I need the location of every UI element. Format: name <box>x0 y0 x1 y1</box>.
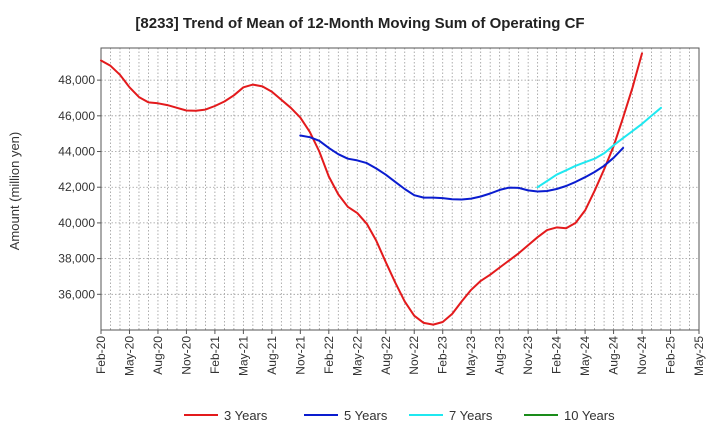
x-tick-label: Aug-22 <box>379 336 393 375</box>
legend-label: 7 Years <box>449 408 493 423</box>
x-tick-label: Nov-23 <box>521 336 535 375</box>
x-tick-label: Aug-21 <box>265 336 279 375</box>
y-tick-label: 44,000 <box>58 145 95 159</box>
x-tick-label: Aug-23 <box>493 336 507 375</box>
y-tick-label: 46,000 <box>58 109 95 123</box>
plot-frame <box>100 47 700 331</box>
x-tick-label: Aug-24 <box>607 336 621 375</box>
x-tick-label: May-24 <box>578 336 592 376</box>
series-line-5-years <box>299 134 625 201</box>
x-tick-label: Aug-20 <box>151 336 165 375</box>
y-axis-label: Amount (million yen) <box>7 132 22 251</box>
x-tick-label: Nov-24 <box>635 336 649 375</box>
x-tick-label: Feb-25 <box>664 336 678 374</box>
grid-lines <box>101 48 699 330</box>
x-tick-label: Feb-23 <box>436 336 450 374</box>
x-tick-label: May-25 <box>692 336 706 376</box>
y-tick-label: 42,000 <box>58 180 95 194</box>
legend-label: 5 Years <box>344 408 388 423</box>
y-axis-ticks: 36,000 38,000 40,000 42,000 44,000 46,000 48,0… <box>58 73 101 301</box>
y-tick-label: 36,000 <box>58 287 95 301</box>
x-tick-label: Feb-21 <box>208 336 222 374</box>
x-tick-label: Nov-22 <box>407 336 421 375</box>
x-tick-label: May-22 <box>350 336 364 376</box>
series-line-7-years <box>536 106 662 189</box>
x-tick-label: Feb-22 <box>322 336 336 374</box>
y-tick-label: 38,000 <box>58 252 95 266</box>
legend-label: 3 Years <box>224 408 268 423</box>
x-axis-ticks: Feb-20 May-20 Aug-20 Nov-20 Feb-21 May-21 Aug-… <box>94 330 706 376</box>
x-tick-label: Nov-20 <box>179 336 193 375</box>
x-tick-label: May-21 <box>236 336 250 376</box>
series-line-3-years <box>100 52 643 326</box>
x-tick-label: Nov-21 <box>293 336 307 375</box>
chart-title: [8233] Trend of Mean of 12-Month Moving … <box>135 15 584 32</box>
x-tick-label: Feb-24 <box>550 336 564 374</box>
legend: 3 Years 5 Years 7 Years 10 Years <box>184 408 615 423</box>
series-lines <box>100 52 662 326</box>
y-tick-label: 40,000 <box>58 216 95 230</box>
x-tick-label: Feb-20 <box>94 336 108 374</box>
legend-label: 10 Years <box>564 408 615 423</box>
y-tick-label: 48,000 <box>58 73 95 87</box>
x-tick-label: May-23 <box>464 336 478 376</box>
x-tick-label: May-20 <box>122 336 136 376</box>
